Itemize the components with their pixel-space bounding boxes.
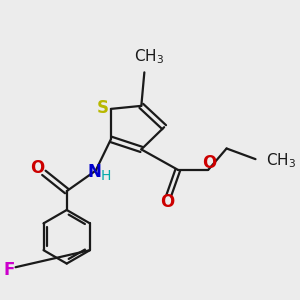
Text: O: O <box>160 194 174 211</box>
Text: F: F <box>3 261 15 279</box>
Text: O: O <box>30 159 44 177</box>
Text: O: O <box>202 154 216 172</box>
Text: CH$_3$: CH$_3$ <box>266 151 296 170</box>
Text: CH$_3$: CH$_3$ <box>134 48 164 66</box>
Text: S: S <box>96 99 108 117</box>
Text: H: H <box>101 169 112 183</box>
Text: N: N <box>87 163 101 181</box>
